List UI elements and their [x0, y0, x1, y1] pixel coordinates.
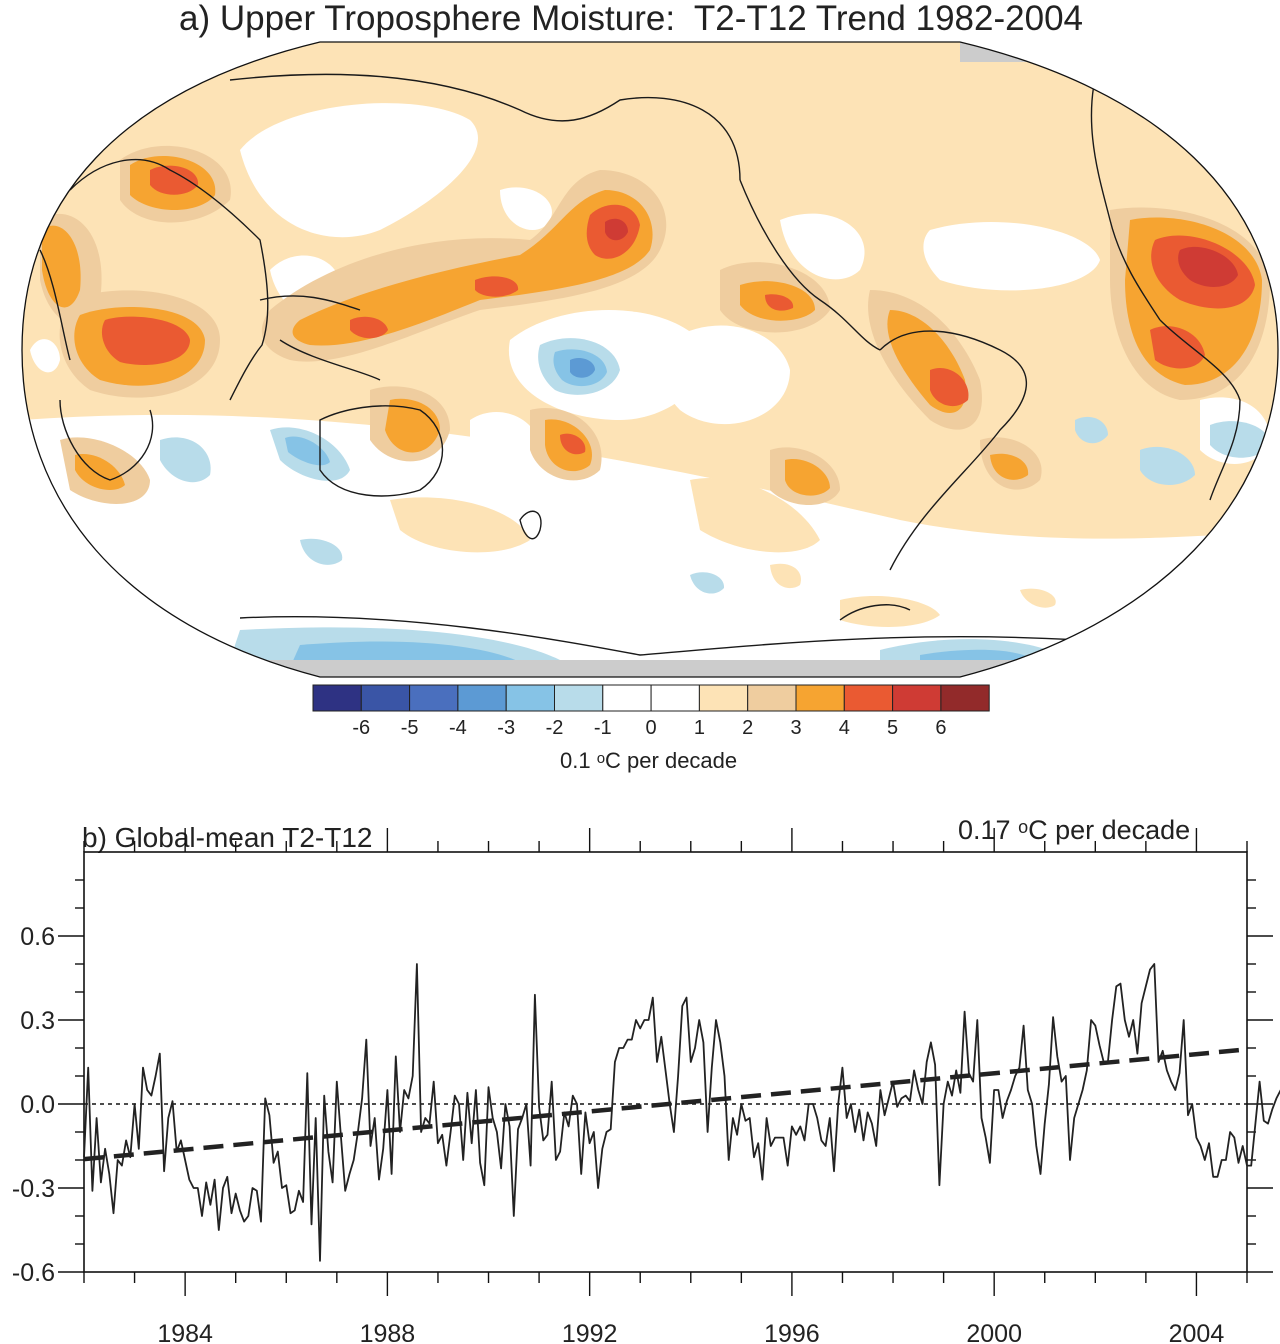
colorbar-tick-label: -1 [594, 717, 612, 739]
y-tick-label: 0.0 [20, 1091, 55, 1119]
colorbar-cell [457, 684, 507, 712]
x-tick-label: 2000 [966, 1320, 1022, 1344]
colorbar-cell [505, 684, 556, 712]
colorbar-tick-label: 4 [839, 717, 850, 739]
trend-field [22, 42, 1278, 677]
colorbar-tick-label: 0 [646, 717, 657, 739]
colorbar-tick-label: 3 [790, 717, 801, 739]
colorbar-tick-label: 6 [935, 717, 946, 739]
colorbar-tick-label: -4 [449, 717, 467, 739]
plot-frame [83, 851, 1248, 1273]
colorbar-cell [602, 684, 652, 712]
colorbar-cell [554, 684, 604, 712]
colorbar-cell [940, 684, 990, 712]
unit-degree-sup: o [596, 750, 606, 767]
series-line [83, 963, 1280, 1262]
colorbar-cell [747, 684, 797, 712]
trend-degree-sup: o [1018, 817, 1029, 837]
colorbar-tick-label: 5 [887, 717, 898, 739]
trend-suffix: C per decade [1028, 815, 1191, 845]
axis-ticks [58, 828, 1273, 1296]
coastlines [39, 59, 1241, 656]
colorbar-tick-label: -2 [546, 717, 564, 739]
y-tick-label: -0.6 [12, 1259, 55, 1287]
panel-b-title: b) Global-mean T2-T12 [82, 822, 373, 853]
colorbar-tick-labels: -6 -5 -4 -3 -2 -1 0 1 2 3 4 5 6 [352, 717, 946, 739]
colorbar-cell [892, 684, 942, 712]
x-tick-label: 1988 [360, 1320, 416, 1344]
y-tick-labels: 0.6 0.3 0.0 -0.3 -0.6 [12, 923, 55, 1287]
colorbar-tick-label: 2 [742, 717, 753, 739]
x-tick-labels: 1984 1988 1992 1996 2000 2004 [157, 1320, 1224, 1344]
x-tick-label: 2004 [1169, 1320, 1225, 1344]
colorbar-cell [312, 684, 362, 712]
colorbar-cells [312, 684, 990, 712]
x-tick-label: 1984 [157, 1320, 213, 1344]
colorbar-tick-label: -3 [497, 717, 515, 739]
x-tick-label: 1992 [562, 1320, 618, 1344]
trend-annotation: 0.17 oC per decade [958, 815, 1190, 846]
globe-outline [21, 41, 1279, 678]
colorbar-tick-label: 1 [694, 717, 705, 739]
trend-prefix: 0.17 [958, 815, 1019, 845]
colorbar-tick-label: -6 [352, 717, 370, 739]
colorbar-tick-label: -5 [401, 717, 419, 739]
trend-line [83, 1047, 1248, 1162]
colorbar-cell [795, 684, 845, 712]
panel-a-title: a) Upper Troposphere Moisture: T2-T12 Tr… [178, 0, 1084, 38]
colorbar-unit-label: 0.1 oC per decade [560, 748, 737, 774]
colorbar: -6 -5 -4 -3 -2 -1 0 1 2 3 4 5 6 [312, 684, 990, 739]
y-tick-label: 0.6 [20, 923, 55, 951]
x-tick-label: 1996 [764, 1320, 820, 1344]
unit-prefix: 0.1 [560, 748, 597, 773]
trend-map [21, 41, 1279, 678]
unit-suffix: C per decade [605, 748, 738, 773]
y-tick-label: -0.3 [12, 1175, 55, 1203]
y-tick-label: 0.3 [20, 1007, 55, 1035]
colorbar-cell [360, 684, 411, 712]
